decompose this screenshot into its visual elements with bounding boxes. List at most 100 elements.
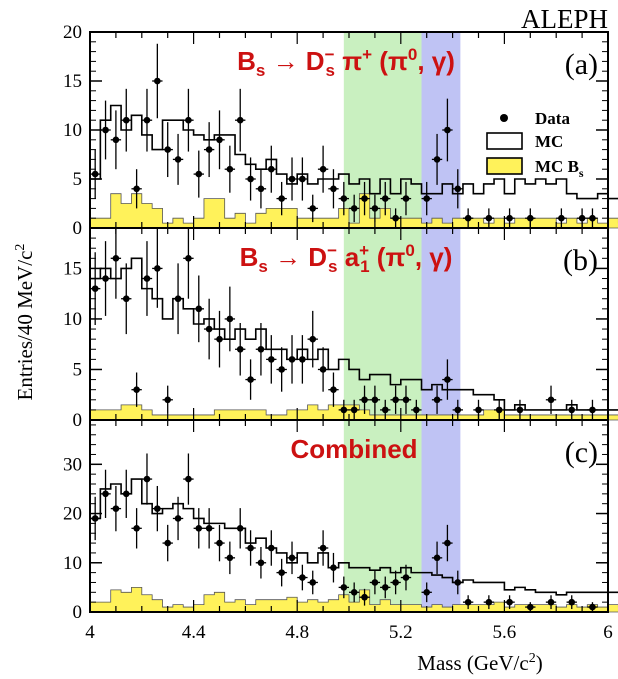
data-marker — [578, 214, 586, 222]
data-point — [183, 88, 194, 152]
data-point — [494, 399, 505, 420]
data-point — [203, 122, 215, 178]
data-point — [483, 208, 495, 228]
data-marker — [102, 126, 109, 134]
data-point — [338, 576, 349, 599]
data-marker — [174, 515, 182, 522]
data-marker — [392, 579, 399, 586]
data-marker — [340, 406, 348, 414]
data-point — [297, 157, 308, 201]
x-tick-label: 4.8 — [285, 622, 309, 643]
data-marker — [268, 165, 275, 173]
data-marker — [433, 156, 441, 163]
data-point — [452, 169, 463, 209]
data-point — [421, 582, 432, 603]
data-point — [317, 145, 329, 193]
data-marker — [330, 386, 337, 393]
data-marker — [205, 146, 213, 153]
data-point — [307, 570, 318, 595]
data-marker — [236, 345, 244, 353]
data-point — [359, 181, 370, 216]
data-marker — [226, 165, 234, 173]
x-tick-label: 5.2 — [389, 622, 413, 643]
data-marker — [154, 77, 161, 85]
data-point — [400, 564, 412, 591]
mass-window-band — [343, 420, 422, 612]
x-tick-label: 5.6 — [493, 622, 517, 643]
data-marker — [133, 386, 140, 393]
data-point — [359, 385, 370, 414]
data-point — [317, 347, 329, 392]
mc-histogram — [90, 478, 618, 596]
data-point — [442, 98, 453, 162]
data-marker — [454, 185, 462, 193]
data-marker — [350, 406, 358, 414]
data-point — [266, 335, 277, 384]
mass-window-band — [421, 228, 461, 420]
data-marker — [185, 475, 192, 483]
data-marker — [143, 116, 151, 124]
data-marker — [164, 539, 171, 547]
data-marker — [268, 544, 275, 552]
data-marker — [381, 406, 389, 414]
data-marker — [247, 376, 254, 383]
data-point — [131, 169, 142, 209]
data-marker — [568, 598, 576, 606]
data-point — [297, 564, 308, 591]
panel-tag: (c) — [565, 436, 598, 469]
data-point — [286, 157, 298, 201]
data-marker — [371, 396, 379, 404]
data-marker — [164, 396, 171, 404]
data-point — [587, 399, 598, 420]
y-tick-label: 5 — [73, 169, 83, 190]
data-marker — [589, 406, 596, 414]
data-marker — [257, 559, 265, 567]
y-tick-label: 5 — [73, 359, 83, 380]
data-marker — [330, 564, 337, 571]
data-point — [400, 181, 412, 216]
data-point — [172, 263, 184, 335]
data-point — [152, 229, 163, 308]
data-marker — [122, 295, 130, 303]
mc-bs-histogram — [89, 193, 618, 229]
data-point — [307, 194, 318, 223]
data-marker — [340, 195, 348, 202]
data-point — [100, 241, 111, 316]
data-point — [183, 228, 194, 299]
data-point — [183, 453, 194, 505]
data-point — [380, 181, 391, 216]
data-point — [162, 524, 173, 562]
data-marker — [257, 345, 265, 353]
data-marker — [464, 598, 472, 606]
data-marker — [547, 598, 555, 606]
data-marker — [185, 116, 192, 124]
data-point — [566, 399, 577, 420]
data-point — [152, 43, 163, 119]
data-point — [152, 485, 163, 532]
data-point — [235, 322, 246, 376]
data-marker — [371, 579, 379, 586]
data-marker — [122, 490, 130, 498]
data-point — [338, 181, 349, 216]
data-point — [110, 485, 122, 532]
data-marker — [299, 175, 306, 183]
mc-histogram — [90, 257, 618, 411]
data-marker — [464, 214, 472, 222]
data-point — [203, 298, 215, 360]
data-marker — [423, 589, 431, 596]
data-marker — [236, 116, 244, 124]
data-point — [369, 570, 381, 595]
data-point — [587, 208, 598, 228]
data-marker — [433, 554, 441, 562]
data-marker — [174, 295, 182, 303]
y-axis-title: Entries/40 MeV/c2 — [13, 244, 37, 401]
data-point — [328, 552, 339, 583]
panel-tag: (a) — [565, 48, 598, 81]
data-point — [307, 310, 318, 368]
data-marker — [495, 406, 503, 414]
data-point — [566, 595, 577, 610]
data-marker — [154, 265, 161, 272]
data-marker — [247, 175, 254, 183]
data-point — [286, 335, 298, 384]
